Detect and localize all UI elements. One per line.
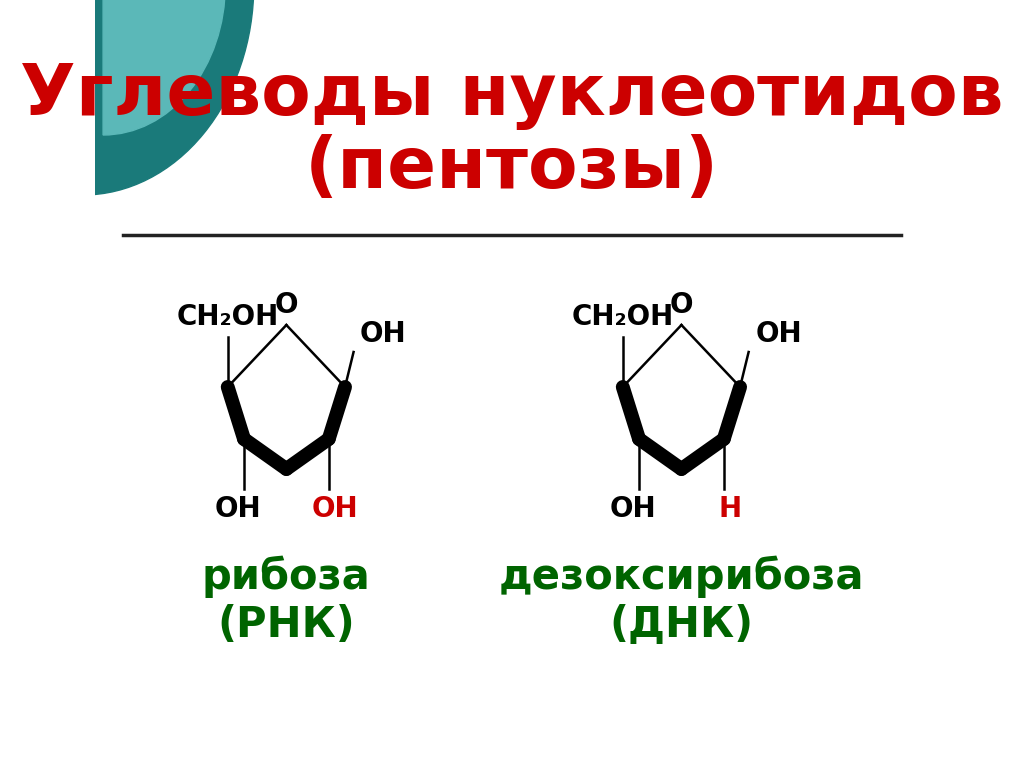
Text: OH: OH <box>312 495 358 523</box>
Text: OH: OH <box>755 320 802 348</box>
Text: OH: OH <box>360 320 407 348</box>
Text: CH₂OH: CH₂OH <box>176 303 279 331</box>
Wedge shape <box>83 0 254 195</box>
Text: CH₂OH: CH₂OH <box>571 303 674 331</box>
Text: Углеводы нуклеотидов: Углеводы нуклеотидов <box>20 61 1004 130</box>
Text: (ДНК): (ДНК) <box>609 604 754 646</box>
Text: O: O <box>670 291 693 319</box>
Text: OH: OH <box>609 495 655 523</box>
Polygon shape <box>623 387 740 476</box>
Polygon shape <box>227 387 345 476</box>
Text: O: O <box>274 291 298 319</box>
Text: дезоксирибоза: дезоксирибоза <box>499 556 864 598</box>
Text: OH: OH <box>214 495 261 523</box>
Text: (РНК): (РНК) <box>217 604 355 646</box>
Text: (пентозы): (пентозы) <box>305 134 719 203</box>
Wedge shape <box>103 0 225 135</box>
Text: H: H <box>719 495 741 523</box>
Text: рибоза: рибоза <box>202 556 371 598</box>
